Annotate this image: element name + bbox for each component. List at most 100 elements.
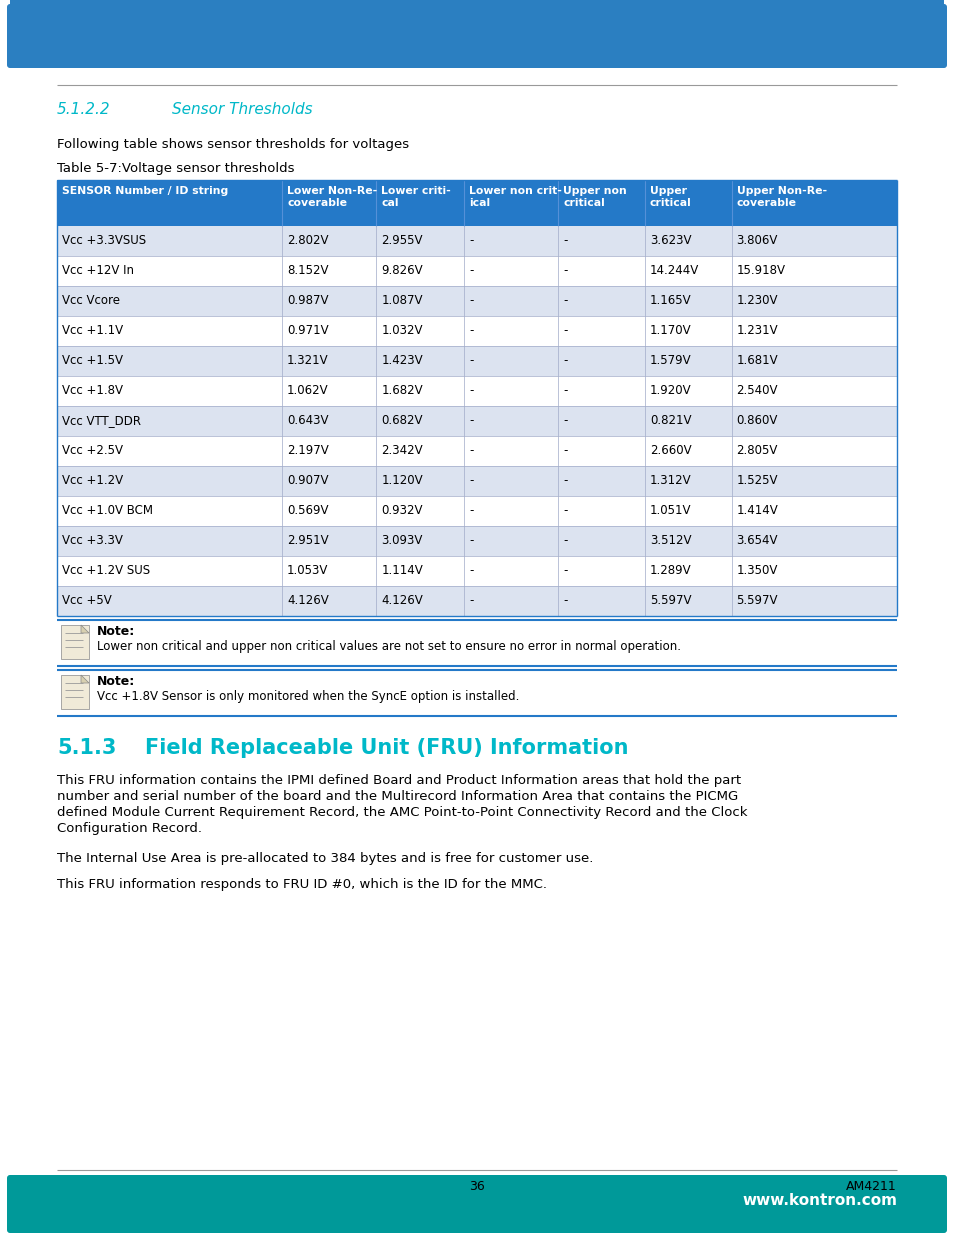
Text: Vcc +12V In: Vcc +12V In	[62, 264, 133, 277]
Text: 1.289V: 1.289V	[649, 564, 691, 577]
Text: 3.623V: 3.623V	[649, 233, 691, 247]
Text: 0.932V: 0.932V	[381, 504, 422, 517]
Text: -: -	[563, 504, 567, 517]
Text: 3.512V: 3.512V	[649, 534, 691, 547]
Polygon shape	[81, 625, 89, 634]
Text: 0.682V: 0.682V	[381, 414, 422, 427]
Bar	[57, 180, 896, 226]
Text: Vcc +3.3V: Vcc +3.3V	[62, 534, 123, 547]
Text: 1.350V: 1.350V	[736, 564, 777, 577]
Text: 0.643V: 0.643V	[287, 414, 328, 427]
Text: -: -	[469, 534, 474, 547]
Text: Upper non
critical: Upper non critical	[563, 186, 626, 207]
Text: Note:: Note:	[97, 676, 135, 688]
Bar	[57, 287, 896, 316]
Text: Lower non crit-
ical: Lower non crit- ical	[469, 186, 561, 207]
Text: Vcc +5V: Vcc +5V	[62, 594, 112, 606]
Bar	[61, 625, 89, 659]
Text: -: -	[563, 445, 567, 457]
Text: 2.342V: 2.342V	[381, 445, 422, 457]
Text: -: -	[563, 594, 567, 606]
Text: 2.802V: 2.802V	[287, 233, 328, 247]
Text: 0.569V: 0.569V	[287, 504, 328, 517]
Text: -: -	[563, 294, 567, 308]
Polygon shape	[81, 676, 89, 683]
Text: This FRU information responds to FRU ID #0, which is the ID for the MMC.: This FRU information responds to FRU ID …	[57, 878, 546, 890]
Text: -: -	[469, 504, 474, 517]
Text: 3.806V: 3.806V	[736, 233, 777, 247]
Text: Note:: Note:	[97, 625, 135, 638]
Text: 1.120V: 1.120V	[381, 474, 422, 487]
Text: -: -	[469, 354, 474, 367]
Text: 3.093V: 3.093V	[381, 534, 422, 547]
Bar	[57, 316, 896, 346]
Text: Vcc +1.5V: Vcc +1.5V	[62, 354, 123, 367]
Text: Lower Non-Re-
coverable: Lower Non-Re- coverable	[287, 186, 377, 207]
Bar	[10, 0, 943, 62]
Bar	[57, 406, 896, 436]
Text: 0.907V: 0.907V	[287, 474, 328, 487]
Text: 1.525V: 1.525V	[736, 474, 778, 487]
Text: 0.971V: 0.971V	[287, 324, 329, 337]
Text: 2.955V: 2.955V	[381, 233, 422, 247]
Text: 2.805V: 2.805V	[736, 445, 777, 457]
Text: -: -	[469, 564, 474, 577]
Text: -: -	[469, 594, 474, 606]
Text: 5.1.2.2: 5.1.2.2	[57, 103, 111, 117]
Text: 1.053V: 1.053V	[287, 564, 328, 577]
Bar	[57, 375, 896, 406]
Text: 1.682V: 1.682V	[381, 384, 422, 396]
Text: 2.951V: 2.951V	[287, 534, 329, 547]
Text: -: -	[563, 354, 567, 367]
Text: 14.244V: 14.244V	[649, 264, 699, 277]
Text: -: -	[469, 233, 474, 247]
Text: This FRU information contains the IPMI defined Board and Product Information are: This FRU information contains the IPMI d…	[57, 774, 740, 787]
Text: -: -	[563, 474, 567, 487]
FancyBboxPatch shape	[7, 4, 946, 68]
Text: Configuration Record.: Configuration Record.	[57, 823, 202, 835]
Text: 1.920V: 1.920V	[649, 384, 691, 396]
Text: 1.579V: 1.579V	[649, 354, 691, 367]
Text: Following table shows sensor thresholds for voltages: Following table shows sensor thresholds …	[57, 138, 409, 151]
Text: 1.414V: 1.414V	[736, 504, 778, 517]
Text: 1.321V: 1.321V	[287, 354, 329, 367]
Text: -: -	[469, 414, 474, 427]
Text: -: -	[469, 384, 474, 396]
Text: Vcc VTT_DDR: Vcc VTT_DDR	[62, 414, 141, 427]
Text: Vcc +1.2V: Vcc +1.2V	[62, 474, 123, 487]
Text: Vcc +1.1V: Vcc +1.1V	[62, 324, 123, 337]
Text: Vcc Vcore: Vcc Vcore	[62, 294, 120, 308]
Text: -: -	[563, 414, 567, 427]
Text: Sensor Thresholds: Sensor Thresholds	[172, 103, 313, 117]
Bar	[57, 256, 896, 287]
Text: 1.062V: 1.062V	[287, 384, 329, 396]
Text: 8.152V: 8.152V	[287, 264, 328, 277]
Text: Vcc +1.2V SUS: Vcc +1.2V SUS	[62, 564, 150, 577]
Bar	[61, 676, 89, 709]
Text: 1.312V: 1.312V	[649, 474, 691, 487]
Text: 1.032V: 1.032V	[381, 324, 422, 337]
Bar	[57, 226, 896, 256]
Text: Lower criti-
cal: Lower criti- cal	[381, 186, 451, 207]
Text: -: -	[563, 264, 567, 277]
Text: 1.423V: 1.423V	[381, 354, 422, 367]
Text: 36: 36	[469, 1179, 484, 1193]
Text: 1.681V: 1.681V	[736, 354, 778, 367]
Bar	[57, 466, 896, 496]
Text: 1.170V: 1.170V	[649, 324, 691, 337]
Text: defined Module Current Requirement Record, the AMC Point-to-Point Connectivity R: defined Module Current Requirement Recor…	[57, 806, 747, 819]
Text: 4.126V: 4.126V	[381, 594, 422, 606]
Text: Vcc +2.5V: Vcc +2.5V	[62, 445, 123, 457]
Text: -: -	[469, 474, 474, 487]
Text: The Internal Use Area is pre-allocated to 384 bytes and is free for customer use: The Internal Use Area is pre-allocated t…	[57, 852, 593, 864]
Text: 15.918V: 15.918V	[736, 264, 784, 277]
Text: 3.654V: 3.654V	[736, 534, 778, 547]
Text: 2.197V: 2.197V	[287, 445, 329, 457]
Text: Lower non critical and upper non critical values are not set to ensure no error : Lower non critical and upper non critica…	[97, 640, 680, 653]
Text: 1.087V: 1.087V	[381, 294, 422, 308]
Bar	[57, 526, 896, 556]
Text: Vcc +1.0V BCM: Vcc +1.0V BCM	[62, 504, 152, 517]
Text: 0.860V: 0.860V	[736, 414, 777, 427]
Bar	[57, 556, 896, 585]
Text: AM4211: AM4211	[845, 1179, 896, 1193]
